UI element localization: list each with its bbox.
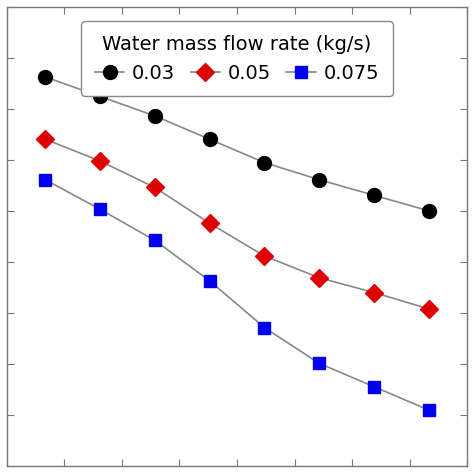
Legend: 0.03, 0.05, 0.075: 0.03, 0.05, 0.075 (82, 21, 392, 96)
